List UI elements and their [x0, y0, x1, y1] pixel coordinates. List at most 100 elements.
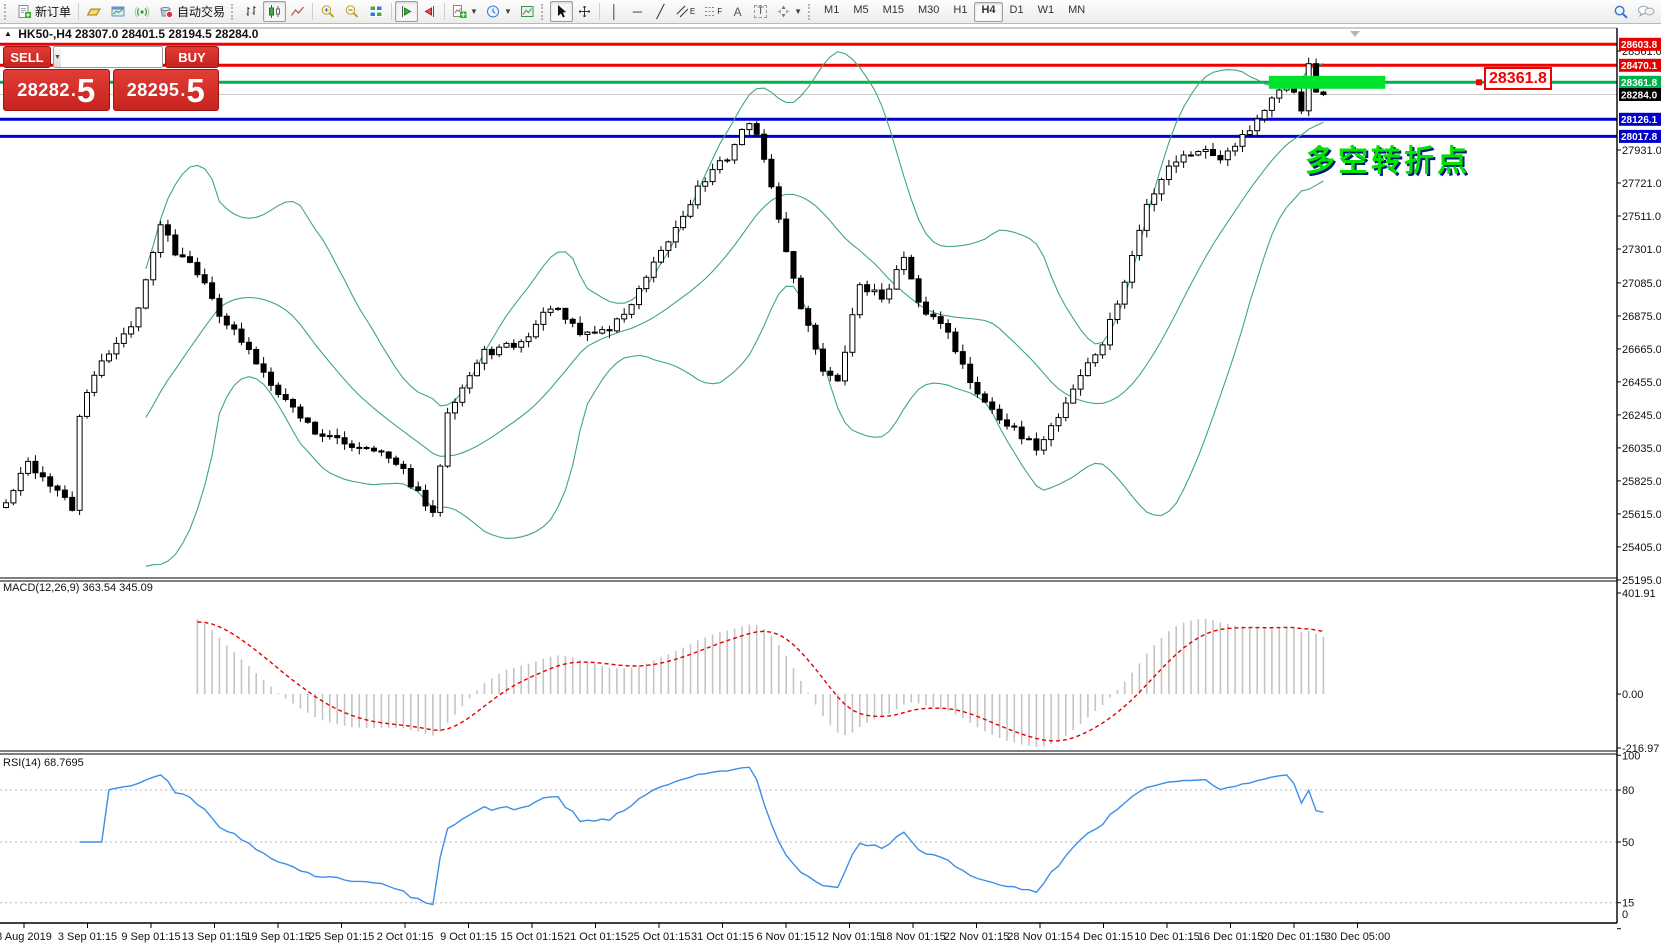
svg-text:2 Oct 01:15: 2 Oct 01:15: [377, 931, 434, 943]
arrows-tool-button[interactable]: ▼: [772, 1, 806, 22]
add-indicator-button[interactable]: ▼: [448, 1, 482, 22]
svg-text:28470.1: 28470.1: [1621, 61, 1658, 72]
cursor-tool-button[interactable]: [549, 1, 573, 22]
svg-text:9 Sep 01:15: 9 Sep 01:15: [121, 931, 180, 943]
signal-button[interactable]: [130, 1, 154, 22]
label-tool-icon: T: [754, 5, 767, 18]
svg-text:27301.0: 27301.0: [1622, 244, 1661, 256]
sell-button[interactable]: SELL: [3, 46, 51, 68]
svg-text:20 Dec 01:15: 20 Dec 01:15: [1261, 931, 1326, 943]
search-button[interactable]: [1609, 1, 1633, 22]
tf-m30[interactable]: M30: [918, 3, 940, 16]
vline-icon: │: [610, 4, 619, 19]
auto-scroll-button[interactable]: [395, 1, 419, 22]
tile-windows-button[interactable]: [364, 1, 388, 22]
svg-text:80: 80: [1622, 785, 1634, 797]
chart-canvas[interactable]: 28561.027931.027721.027511.027301.027085…: [0, 24, 1661, 948]
svg-text:27085.0: 27085.0: [1622, 278, 1661, 290]
svg-text:13 Sep 01:15: 13 Sep 01:15: [182, 931, 247, 943]
crosshair-tool-button[interactable]: [573, 1, 596, 22]
cursor-icon: [557, 5, 566, 18]
svg-text:27721.0: 27721.0: [1622, 178, 1661, 190]
svg-text:28603.8: 28603.8: [1621, 40, 1658, 51]
buy-button[interactable]: BUY: [165, 46, 219, 68]
svg-text:4 Dec 01:15: 4 Dec 01:15: [1074, 931, 1133, 943]
tf-h1[interactable]: H1: [953, 3, 968, 16]
buy-price-pip: 5: [186, 71, 205, 109]
templates-button[interactable]: [516, 1, 539, 22]
svg-text:25825.0: 25825.0: [1622, 476, 1661, 488]
autotrade-button[interactable]: 自动交易: [154, 1, 229, 22]
sell-price-pip: 5: [76, 71, 96, 109]
svg-text:15 Oct 01:15: 15 Oct 01:15: [501, 931, 564, 943]
text-tool-icon: A: [733, 4, 742, 19]
tf-h4[interactable]: H4: [974, 1, 1003, 22]
zoom-out-icon: [345, 5, 359, 18]
periodicity-button[interactable]: ▼: [482, 1, 516, 22]
autotrade-label: 自动交易: [177, 5, 226, 19]
chart-header: ▲ HK50-,H4 28307.0 28401.5 28194.5 28284…: [4, 27, 258, 41]
svg-text:25 Oct 01:15: 25 Oct 01:15: [628, 931, 691, 943]
volume-stepper: ▼ ▲: [53, 46, 163, 68]
templates-icon: [520, 6, 534, 17]
autotrade-icon: [160, 6, 174, 19]
svg-text:9 Oct 01:15: 9 Oct 01:15: [440, 931, 497, 943]
new-order-button[interactable]: 新订单: [13, 1, 75, 22]
sell-price-main: 28282: [17, 79, 70, 100]
svg-text:8 Aug 2019: 8 Aug 2019: [0, 931, 52, 943]
svg-text:26035.0: 26035.0: [1622, 443, 1661, 455]
zoom-in-icon: [321, 5, 335, 18]
candlestick-icon: [269, 5, 281, 18]
svg-text:28126.1: 28126.1: [1621, 115, 1658, 126]
tf-mn[interactable]: MN: [1068, 3, 1086, 16]
channel-tool-button[interactable]: E: [672, 1, 699, 22]
svg-text:12 Nov 01:15: 12 Nov 01:15: [817, 931, 882, 943]
svg-text:28017.8: 28017.8: [1621, 132, 1658, 143]
line-chart-mode-button[interactable]: [286, 1, 309, 22]
tf-m5[interactable]: M5: [853, 3, 869, 16]
zoom-out-button[interactable]: [340, 1, 364, 22]
chart-shift-button[interactable]: [418, 1, 441, 22]
channel-suffix: E: [689, 7, 696, 16]
header-marker-icon: ▲: [4, 29, 12, 38]
svg-text:0.00: 0.00: [1622, 689, 1643, 701]
sell-price[interactable]: 28282. 5: [3, 69, 110, 111]
tf-d1[interactable]: D1: [1009, 3, 1024, 16]
add-indicator-icon: [453, 5, 467, 18]
volume-input[interactable]: [60, 47, 162, 67]
svg-text:27931.0: 27931.0: [1622, 145, 1661, 157]
tf-m1[interactable]: M1: [824, 3, 840, 16]
svg-text:21 Oct 01:15: 21 Oct 01:15: [564, 931, 627, 943]
hline-tool-button[interactable]: ─: [626, 1, 649, 22]
tile-windows-icon: [369, 5, 383, 17]
svg-text:28 Nov 01:15: 28 Nov 01:15: [1007, 931, 1072, 943]
volume-decrease-button[interactable]: ▼: [54, 47, 61, 67]
chat-button[interactable]: [1633, 1, 1659, 22]
tf-w1[interactable]: W1: [1037, 3, 1055, 16]
candlestick-mode-button[interactable]: [263, 1, 287, 22]
vline-tool-button[interactable]: │: [603, 1, 626, 22]
svg-text:31 Oct 01:15: 31 Oct 01:15: [691, 931, 754, 943]
buy-price[interactable]: 28295. 5: [112, 69, 219, 111]
arrows-caret: ▼: [794, 7, 803, 16]
chart-upload-button[interactable]: [106, 1, 130, 22]
chat-icon: [1638, 5, 1655, 18]
svg-text:15: 15: [1622, 898, 1634, 910]
label-tool-button[interactable]: T: [749, 1, 772, 22]
svg-text:10 Dec 01:15: 10 Dec 01:15: [1134, 931, 1199, 943]
market-watch-button[interactable]: [82, 1, 106, 22]
toolbar-grip[interactable]: [4, 3, 9, 20]
new-order-label: 新订单: [35, 5, 72, 19]
hline-icon: ─: [632, 4, 642, 19]
crosshair-icon: [578, 6, 590, 17]
trendline-tool-button[interactable]: ╱: [649, 1, 672, 22]
zoom-in-button[interactable]: [316, 1, 340, 22]
svg-text:25 Sep 01:15: 25 Sep 01:15: [309, 931, 374, 943]
fibonacci-tool-button[interactable]: F: [699, 1, 726, 22]
arrows-icon: [777, 5, 790, 18]
text-tool-button[interactable]: A: [726, 1, 749, 22]
tf-m15[interactable]: M15: [882, 3, 904, 16]
periodicity-caret: ▼: [503, 7, 512, 16]
bar-chart-mode-button[interactable]: [240, 1, 263, 22]
